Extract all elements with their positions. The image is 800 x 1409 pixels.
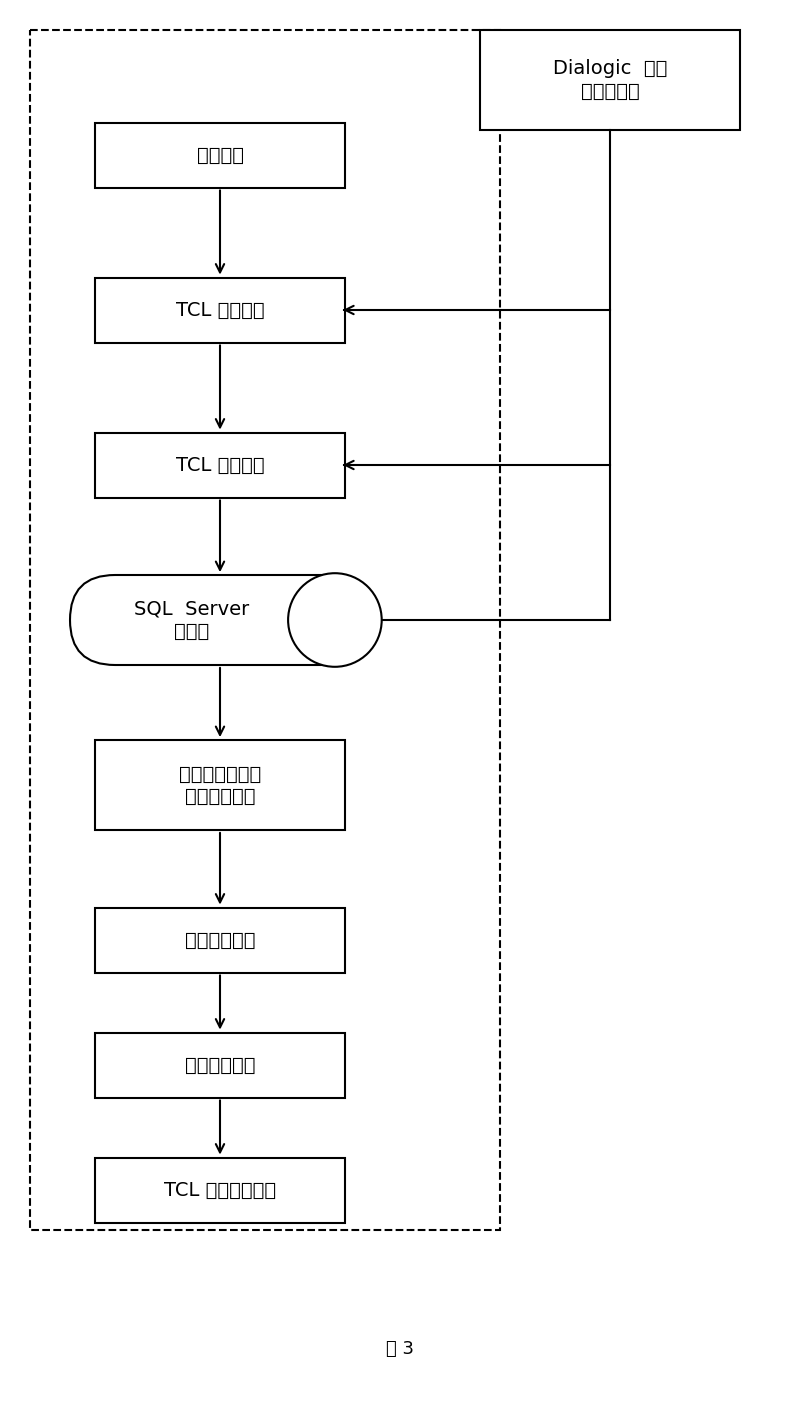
Text: 程控交换机业务
功能测试执行: 程控交换机业务 功能测试执行 xyxy=(179,765,261,806)
Bar xyxy=(30,30,500,1230)
Text: 测试结果记录: 测试结果记录 xyxy=(185,1055,255,1075)
Bar xyxy=(95,123,345,187)
Bar xyxy=(95,278,345,342)
Circle shape xyxy=(288,573,382,666)
Text: Dialogic  语音
卡测试平台: Dialogic 语音 卡测试平台 xyxy=(553,59,667,100)
Bar xyxy=(95,740,345,830)
Bar xyxy=(95,1033,345,1098)
Bar xyxy=(95,433,345,497)
Text: TCL 环境配置: TCL 环境配置 xyxy=(176,300,264,320)
Bar xyxy=(480,30,740,130)
Bar xyxy=(95,1158,345,1223)
Text: TCL 测试脚本: TCL 测试脚本 xyxy=(176,455,264,475)
Bar xyxy=(95,907,345,972)
Text: 参数输入: 参数输入 xyxy=(197,145,243,165)
FancyBboxPatch shape xyxy=(70,575,370,665)
Text: 图 3: 图 3 xyxy=(386,1340,414,1358)
Text: 测试结果分析: 测试结果分析 xyxy=(185,930,255,950)
Text: TCL 测试环境清除: TCL 测试环境清除 xyxy=(164,1181,276,1199)
Text: SQL  Server
数据库: SQL Server 数据库 xyxy=(134,599,250,641)
